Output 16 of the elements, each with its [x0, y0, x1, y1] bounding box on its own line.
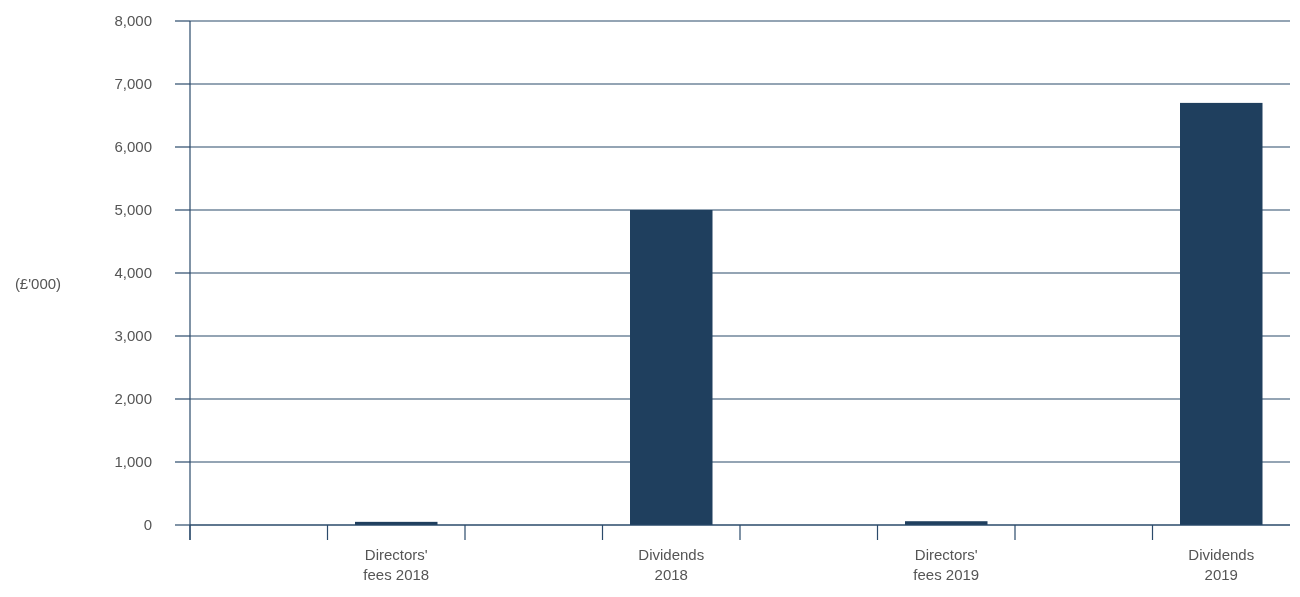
y-tick-label: 3,000: [114, 327, 152, 345]
y-tick-label: 6,000: [114, 138, 152, 156]
x-tick-label: Dividends 2019: [1188, 546, 1255, 583]
y-tick-label: 4,000: [114, 264, 152, 282]
y-tick-label: 2,000: [114, 390, 152, 408]
y-tick-label: 7,000: [114, 75, 152, 93]
y-tick-label: 1,000: [114, 453, 152, 471]
y-tick-label: 5,000: [114, 201, 152, 219]
x-tick-label: Dividends 2018: [638, 546, 705, 583]
y-tick-label: 0: [143, 516, 152, 534]
bar: [1180, 102, 1263, 525]
y-tick-label: 8,000: [114, 12, 152, 30]
x-tick-label: Directors' fees 2018: [363, 546, 430, 583]
bar: [630, 210, 713, 525]
y-axis-title: (£'000): [14, 275, 62, 293]
x-tick-label: Directors' fees 2019: [913, 546, 980, 583]
